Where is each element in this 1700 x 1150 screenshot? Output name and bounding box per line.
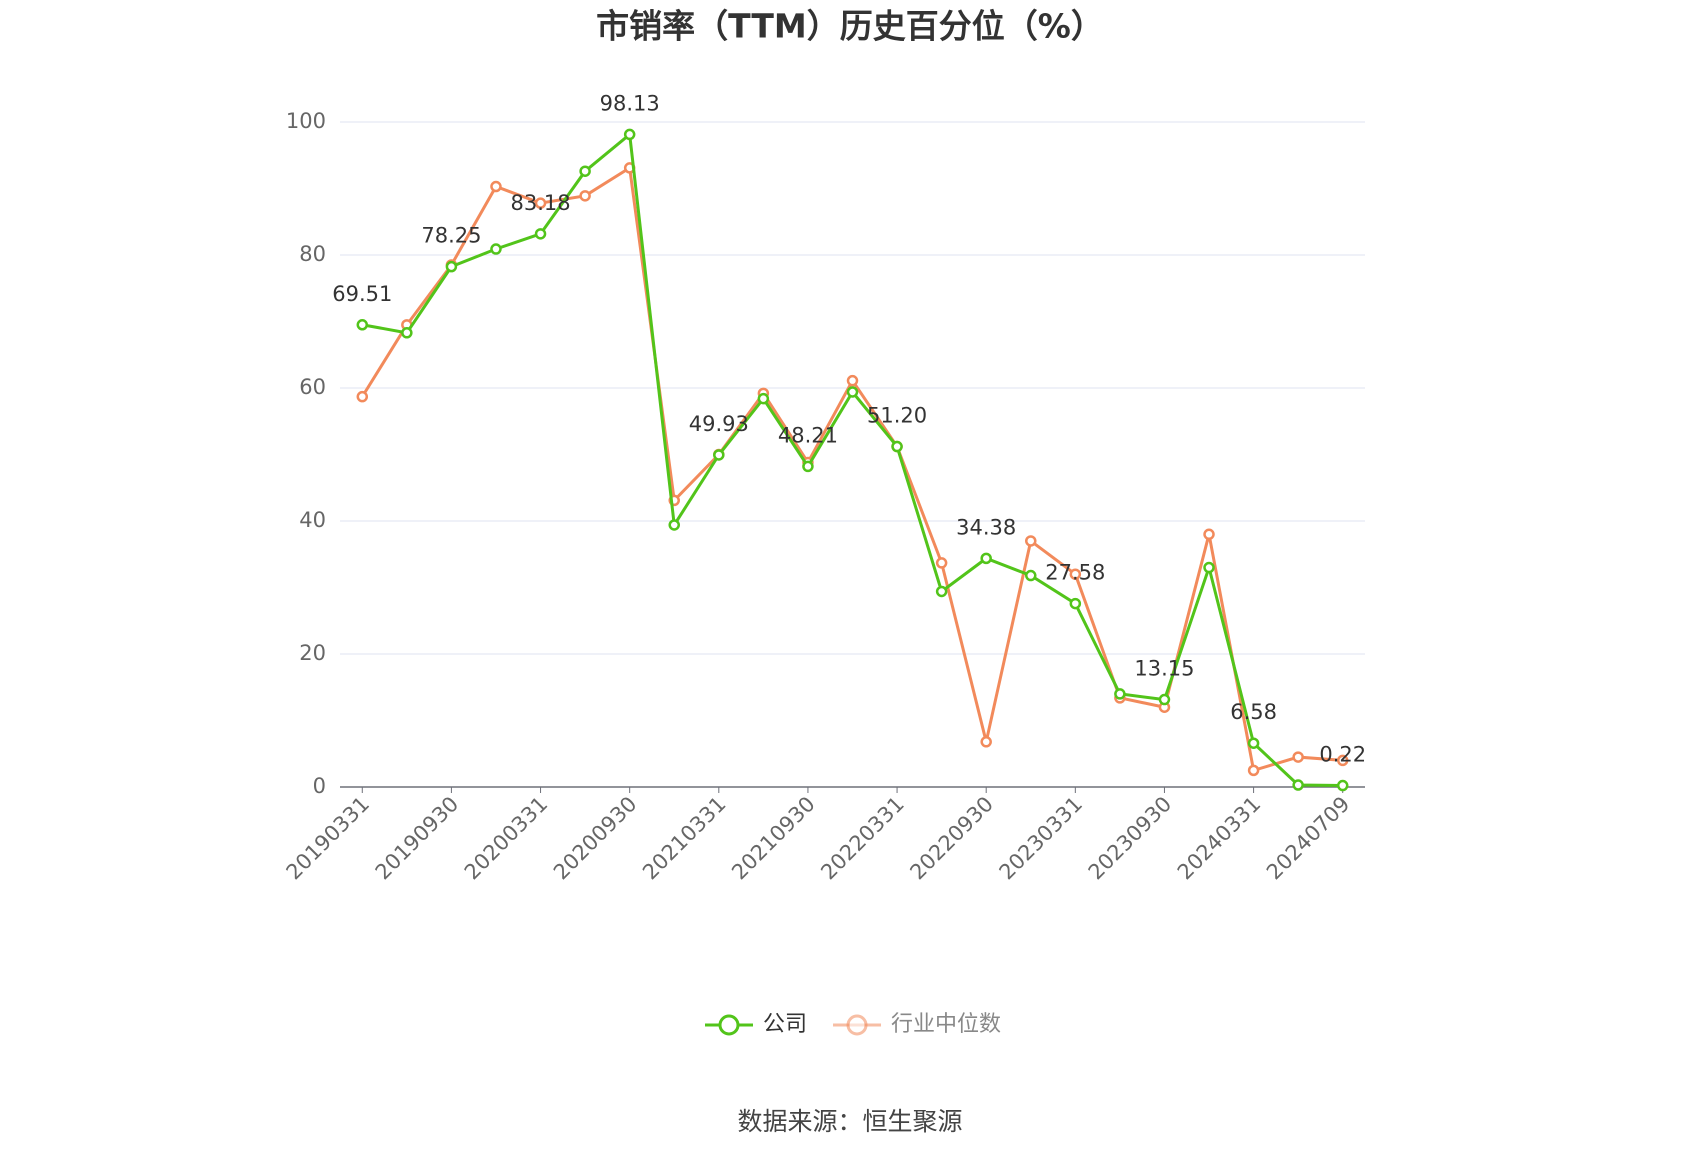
- point: [891, 440, 903, 453]
- point: [802, 460, 814, 473]
- y-tick-label: 80: [299, 242, 326, 266]
- point: [1336, 779, 1349, 792]
- point: [713, 449, 725, 461]
- x-tick-label: 20200930: [549, 792, 642, 885]
- point: [1114, 688, 1126, 700]
- y-tick-label: 60: [299, 375, 326, 399]
- point: [1025, 535, 1037, 547]
- point: [1203, 561, 1215, 574]
- legend-item[interactable]: 公司: [705, 1012, 807, 1037]
- x-tick-label: 20210331: [638, 792, 731, 885]
- x-tick-label: 20210930: [727, 792, 820, 885]
- point: [668, 519, 680, 531]
- point: [980, 552, 992, 565]
- data-label: 51.20: [867, 404, 927, 428]
- point: [534, 228, 547, 240]
- point: [1203, 528, 1215, 541]
- data-label: 78.25: [421, 224, 481, 248]
- data-label: 98.13: [600, 91, 660, 115]
- x-tick-label: 20230331: [995, 792, 1088, 885]
- point: [1247, 737, 1260, 749]
- point: [579, 190, 591, 202]
- data-label: 6.58: [1230, 700, 1277, 724]
- y-tick-label: 40: [299, 508, 326, 532]
- point: [356, 319, 369, 331]
- data-label: 34.38: [956, 515, 1016, 539]
- chart-title: 市销率（TTM）历史百分位（%）: [596, 7, 1104, 46]
- point: [490, 243, 502, 255]
- data-label: 13.15: [1134, 657, 1194, 681]
- y-tick-label: 20: [299, 641, 326, 665]
- point: [401, 327, 413, 339]
- x-tick-label: 20240331: [1173, 792, 1266, 885]
- point: [1025, 569, 1037, 582]
- point: [445, 260, 458, 273]
- source: 数据来源：恒生聚源: [737, 1107, 962, 1136]
- point: [935, 557, 948, 569]
- x-tick-label: 20240709: [1262, 792, 1355, 885]
- point: [1336, 754, 1349, 767]
- point: [1069, 568, 1082, 580]
- legend-marker: [846, 1014, 868, 1036]
- series-line: [362, 131, 1343, 788]
- data-label: 48.21: [778, 423, 838, 447]
- point: [1292, 779, 1304, 791]
- data-label: 27.58: [1045, 561, 1105, 585]
- point: [534, 197, 547, 209]
- legend-marker: [718, 1014, 740, 1036]
- series-line: [361, 165, 1343, 773]
- x-tick-label: 20190331: [282, 792, 375, 885]
- point: [356, 390, 369, 403]
- legend-label: 行业中位数: [891, 1012, 1001, 1037]
- point: [579, 165, 591, 177]
- x-tick-label: 20190930: [371, 792, 464, 885]
- legend-item[interactable]: 行业中位数: [833, 1012, 1001, 1037]
- data-label: 49.93: [689, 412, 749, 436]
- point: [980, 736, 992, 748]
- x-tick-label: 20220930: [905, 792, 998, 885]
- x-tick-label: 20230930: [1084, 792, 1177, 885]
- point: [846, 386, 859, 398]
- point: [846, 374, 859, 387]
- point: [935, 585, 948, 598]
- y-tick-label: 100: [286, 109, 326, 133]
- point: [1292, 751, 1304, 763]
- point: [1158, 693, 1171, 706]
- data-label: 69.51: [332, 282, 392, 306]
- data-label: 0.22: [1319, 743, 1366, 767]
- y-tick-label: 0: [313, 774, 326, 798]
- x-tick-label: 20220331: [816, 792, 909, 885]
- point: [1247, 764, 1260, 777]
- x-tick-label: 20200331: [460, 792, 553, 885]
- point: [490, 180, 502, 193]
- point: [623, 128, 636, 141]
- point: [757, 392, 770, 405]
- legend-label: 公司: [763, 1012, 807, 1037]
- data-label: 83.18: [510, 191, 570, 215]
- point: [1069, 597, 1082, 610]
